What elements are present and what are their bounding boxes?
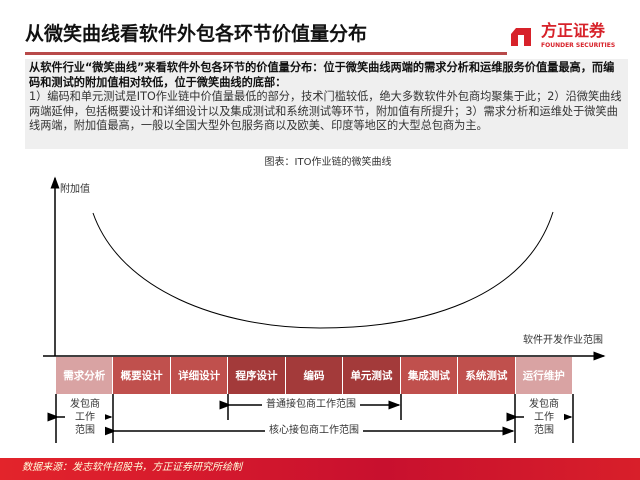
stage-3: 程序设计 xyxy=(228,357,286,394)
summary-text: 1）编码和单元测试是ITO作业链中价值量最低的部分，技术门槛较低，绝大多数软件外… xyxy=(29,90,622,132)
stage-4: 编码 xyxy=(285,357,344,394)
stage-6: 集成测试 xyxy=(400,357,459,394)
stage-1: 概要设计 xyxy=(113,357,171,394)
page-title: 从微笑曲线看软件外包各环节价值量分布 xyxy=(25,23,368,45)
stage-5: 单元测试 xyxy=(343,357,401,394)
y-axis-label: 附加值 xyxy=(60,184,90,195)
title-underline xyxy=(25,52,507,55)
footer-band xyxy=(0,458,640,480)
source-note: 数据来源：发志软件招股书，方正证券研究所绘制 xyxy=(22,462,242,473)
summary-bold: 从软件行业“微笑曲线”来看软件外包各环节的价值量分布：位于微笑曲线两端的需求分析… xyxy=(29,61,615,89)
diagram-title: 图表：ITO作业链的微笑曲线 xyxy=(264,157,392,168)
stage-2: 详细设计 xyxy=(170,357,229,394)
client-range-left: 发包商 工作 范围 xyxy=(65,398,105,437)
logo-name: 方正证券 xyxy=(541,21,606,40)
core-contractor-range: 核心接包商工作范围 xyxy=(265,424,363,437)
client-range-right: 发包商 工作 范围 xyxy=(524,398,564,437)
summary-box: 从软件行业“微笑曲线”来看软件外包各环节的价值量分布：位于微笑曲线两端的需求分析… xyxy=(25,59,628,149)
smile-curve xyxy=(92,211,554,329)
stage-8: 运行维护 xyxy=(515,357,573,394)
normal-contractor-range: 普通接包商工作范围 xyxy=(262,398,360,411)
logo-subtitle: FOUNDER SECURITIES xyxy=(541,42,616,49)
stage-7: 系统测试 xyxy=(458,357,516,394)
founder-logo-icon xyxy=(511,28,531,46)
x-axis-label: 软件开发作业范围 xyxy=(523,335,603,346)
stage-0: 需求分析 xyxy=(56,357,114,394)
